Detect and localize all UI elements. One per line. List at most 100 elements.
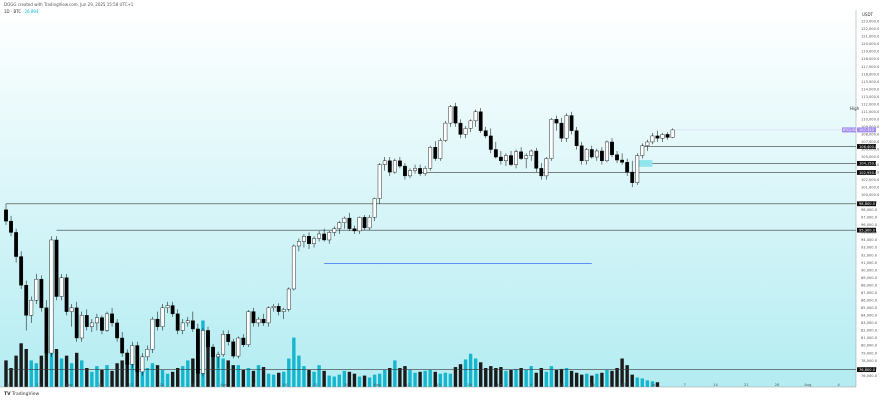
level-tag-label: 76,800.0: [859, 368, 876, 372]
candle-body: [352, 228, 357, 232]
volume-bar: [534, 372, 538, 387]
candle-body: [600, 150, 604, 162]
volume-bar: [489, 366, 493, 387]
candle-body: [413, 168, 417, 171]
time-tick-label: 16: [559, 383, 564, 387]
candle-body: [145, 349, 150, 358]
level-tag: [857, 367, 876, 373]
candle-body: [236, 337, 241, 357]
volume-bar: [80, 360, 84, 387]
candle-body: [150, 318, 155, 350]
candle-body: [509, 155, 513, 165]
price-tick-label: 114,000.0: [861, 87, 880, 91]
candle-body: [387, 160, 392, 173]
price-tick-label: 122,000.0: [861, 27, 880, 31]
volume-bar: [120, 360, 124, 387]
volume-bar: [59, 358, 64, 387]
price-tick-label: 94,000.0: [861, 238, 878, 242]
time-tick-label: 31: [190, 383, 195, 387]
candle-body: [367, 217, 372, 229]
candle-body: [317, 233, 321, 239]
price-tick-label: 93,000.0: [861, 246, 878, 250]
candle-body: [443, 122, 448, 141]
volume-bar: [211, 349, 215, 387]
candle-body: [337, 222, 342, 229]
volume-bar: [302, 366, 306, 387]
candle-body: [433, 147, 438, 159]
time-tick-label: 7: [684, 383, 686, 387]
candle-body: [615, 154, 619, 161]
price-tick-label: 119,000.0: [861, 50, 880, 54]
price-tick-label: 118,000.0: [861, 57, 880, 61]
volume-bar: [105, 365, 109, 387]
volume-bar: [327, 375, 331, 387]
volume-bar: [352, 373, 357, 387]
candle-body: [24, 285, 29, 316]
volume-bar: [256, 365, 261, 387]
price-tick-label: 76,000.0: [861, 374, 878, 378]
candle-body: [589, 149, 594, 158]
volume-bar: [64, 355, 69, 387]
price-tick-label: 106,000.0: [861, 148, 880, 152]
candle-body: [291, 245, 296, 290]
volume-bar: [191, 358, 195, 387]
price-tick-label: 123,000.0: [861, 20, 880, 24]
candle-body: [185, 320, 190, 324]
time-tick-label: 4: [837, 383, 840, 387]
volume-bar: [90, 371, 94, 387]
volume-bar: [509, 369, 513, 387]
volume-bar: [645, 380, 650, 387]
liquidity-zone: [637, 160, 653, 167]
candle-body: [297, 241, 301, 247]
candle-body: [69, 307, 74, 312]
volume-bar: [388, 368, 392, 387]
volume-bar: [403, 366, 407, 387]
price-tick-label: 98,000.0: [861, 208, 878, 212]
volume-bar: [463, 359, 468, 387]
candle-body: [64, 277, 69, 312]
price-tick-label: 109,000.0: [861, 125, 880, 129]
candle-body: [357, 217, 362, 232]
candle-body: [579, 145, 584, 162]
price-tick-label: 95,000.0: [861, 231, 878, 235]
candle-body: [54, 239, 59, 297]
level-tag: [857, 201, 876, 207]
time-tick-label: May: [373, 383, 381, 387]
candle-body: [34, 278, 39, 301]
candle-body: [105, 313, 109, 331]
symbol-tag: [842, 127, 856, 133]
currency-label: USDT: [862, 12, 873, 17]
candle-body: [519, 151, 524, 159]
candle-body: [473, 111, 478, 122]
symbol-value: 26,894: [24, 9, 39, 14]
volume-bar: [226, 360, 230, 387]
volume-bar: [433, 371, 437, 387]
volume-bar: [236, 365, 240, 387]
candle-body: [458, 122, 463, 135]
volume-bar: [615, 368, 619, 387]
candle-body: [160, 307, 165, 327]
volume-bar: [610, 370, 614, 387]
time-tick-label: 21: [744, 383, 749, 387]
high-label: High: [850, 106, 860, 111]
candle-body: [524, 155, 529, 159]
volume-bar: [9, 368, 13, 387]
candle-body: [403, 165, 407, 177]
candle-body: [483, 130, 488, 137]
volume-bar: [378, 373, 382, 387]
candle-body: [423, 168, 428, 174]
level-tag-label: 106,400.0: [859, 145, 878, 149]
volume-bar: [418, 371, 422, 387]
volume-bar: [307, 369, 311, 387]
candle-body: [468, 120, 473, 129]
tradingview-logo[interactable]: TV TradingView: [4, 392, 39, 397]
time-tick-label: Aug: [804, 383, 811, 387]
price-tick-label: 80,000.0: [861, 344, 878, 348]
time-tick-label: 17: [129, 383, 134, 387]
candle-body: [660, 134, 665, 139]
volume-bar: [292, 337, 296, 387]
candle-body: [559, 122, 564, 139]
candle-body: [539, 168, 544, 177]
volume-bar: [595, 373, 599, 387]
